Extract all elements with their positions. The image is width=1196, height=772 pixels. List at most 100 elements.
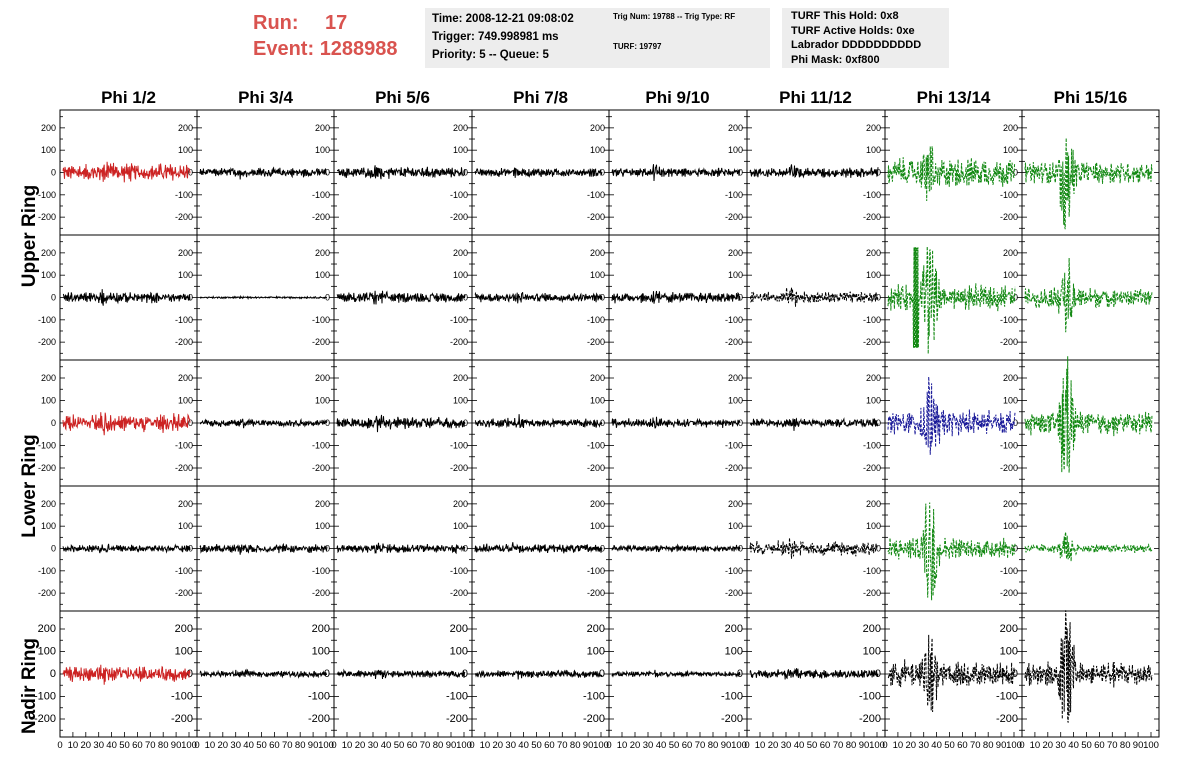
waveform-black [336, 414, 466, 433]
x-tick-label: 40 [931, 740, 942, 751]
x-tick-label: 90 [446, 740, 457, 751]
x-tick-label: 80 [708, 740, 719, 751]
y-tick-label: 100 [1003, 396, 1018, 406]
x-tick-label: 40 [243, 740, 254, 751]
y-tick-label: -200 [175, 463, 193, 473]
y-tick-label: 200 [453, 123, 468, 133]
y-tick-label: 100 [728, 521, 743, 531]
y-tick-label: 0 [325, 293, 330, 303]
y-tick-label: 100 [175, 646, 193, 658]
col-head-phi-5-6: Phi 5/6 [375, 88, 430, 107]
x-tick-label: 40 [518, 740, 529, 751]
y-tick-label: 0 [51, 293, 56, 303]
x-tick-label: 30 [1055, 740, 1066, 751]
y-tick-label: 0 [463, 293, 468, 303]
y-tick-label: 100 [1003, 270, 1018, 280]
waveform-green [1024, 531, 1153, 562]
y-tick-label: -100 [725, 566, 743, 576]
y-tick-label: -100 [171, 691, 193, 703]
x-tick-label: 40 [794, 740, 805, 751]
y-tick-label: -200 [1000, 463, 1018, 473]
x-tick-label: 60 [820, 740, 831, 751]
waveform-black [749, 287, 879, 307]
y-tick-label: 0 [738, 544, 743, 554]
waveform-green [1024, 356, 1153, 473]
waveform-black [474, 291, 603, 304]
turf-info-box: TURF This Hold: 0x8 TURF Active Holds: 0… [782, 8, 949, 68]
y-tick-label: -100 [175, 441, 193, 451]
x-tick-label: 30 [93, 740, 104, 751]
x-tick-label: 70 [145, 740, 156, 751]
y-tick-label: 100 [866, 521, 881, 531]
panel-frame [1021, 109, 1160, 236]
y-tick-label: 200 [453, 499, 468, 509]
x-tick-label: 70 [282, 740, 293, 751]
y-tick-label: 0 [325, 168, 330, 178]
y-tick-label: 200 [312, 623, 330, 635]
x-tick-label: 50 [394, 740, 405, 751]
x-tick-label: 70 [970, 740, 981, 751]
priority-line: Priority: 5 -- Queue: 5 [432, 49, 549, 61]
y-tick-label: -200 [38, 588, 56, 598]
y-tick-label: 200 [38, 623, 56, 635]
x-tick-label: 40 [381, 740, 392, 751]
labrador-line: Labrador DDDDDDDDDD [791, 39, 922, 51]
y-tick-label: -200 [450, 337, 468, 347]
col-head-phi-9-10: Phi 9/10 [645, 88, 710, 107]
x-tick-label: 20 [218, 740, 229, 751]
waveform-black [611, 543, 741, 553]
x-tick-label: 100 [318, 740, 334, 751]
y-tick-label: -100 [587, 441, 605, 451]
y-tick-label: 200 [315, 373, 330, 383]
x-tick-label: 50 [944, 740, 955, 751]
y-tick-label: 0 [599, 668, 605, 680]
y-tick-label: 200 [1003, 499, 1018, 509]
x-tick-label: 100 [869, 740, 885, 751]
x-tick-label: 30 [781, 740, 792, 751]
y-tick-label: 0 [1013, 168, 1018, 178]
col-head-phi-7-8: Phi 7/8 [513, 88, 568, 107]
y-tick-label: 100 [315, 521, 330, 531]
x-tick-label: 100 [593, 740, 609, 751]
x-tick-label: 70 [833, 740, 844, 751]
y-tick-label: -100 [38, 566, 56, 576]
x-tick-label: 10 [617, 740, 628, 751]
waveform-green [1024, 257, 1153, 333]
y-tick-label: -200 [312, 212, 330, 222]
event-label: Event: [253, 38, 315, 60]
y-tick-label: 100 [728, 396, 743, 406]
waveform-black [611, 416, 741, 429]
col-head-phi-13-14: Phi 13/14 [916, 88, 991, 107]
y-tick-label: 100 [866, 396, 881, 406]
waveform-black [474, 167, 603, 179]
y-tick-label: 0 [188, 544, 193, 554]
y-tick-label: 100 [178, 270, 193, 280]
turf-hold-line: TURF This Hold: 0x8 [791, 10, 899, 22]
y-tick-label: 100 [315, 396, 330, 406]
x-tick-label: 40 [106, 740, 117, 751]
x-tick-label: 60 [132, 740, 143, 751]
y-tick-label: 0 [1013, 293, 1018, 303]
y-tick-label: -200 [587, 337, 605, 347]
y-tick-label: -100 [450, 441, 468, 451]
y-tick-label: 100 [866, 145, 881, 155]
waveform-black [749, 164, 879, 179]
x-tick-label: 10 [755, 740, 766, 751]
y-tick-label: 200 [590, 499, 605, 509]
y-tick-label: 0 [325, 418, 330, 428]
y-tick-label: -100 [859, 691, 881, 703]
x-tick-label: 80 [570, 740, 581, 751]
y-tick-label: 0 [51, 544, 56, 554]
x-tick-label: 50 [669, 740, 680, 751]
y-tick-label: -100 [38, 441, 56, 451]
y-tick-label: -200 [38, 212, 56, 222]
x-tick-label: 20 [906, 740, 917, 751]
y-tick-label: 0 [188, 293, 193, 303]
x-tick-label: 80 [433, 740, 444, 751]
y-tick-label: -100 [308, 691, 330, 703]
y-tick-label: 100 [453, 521, 468, 531]
y-tick-label: 200 [41, 248, 56, 258]
y-tick-label: -100 [312, 441, 330, 451]
waveform-red [62, 161, 191, 183]
